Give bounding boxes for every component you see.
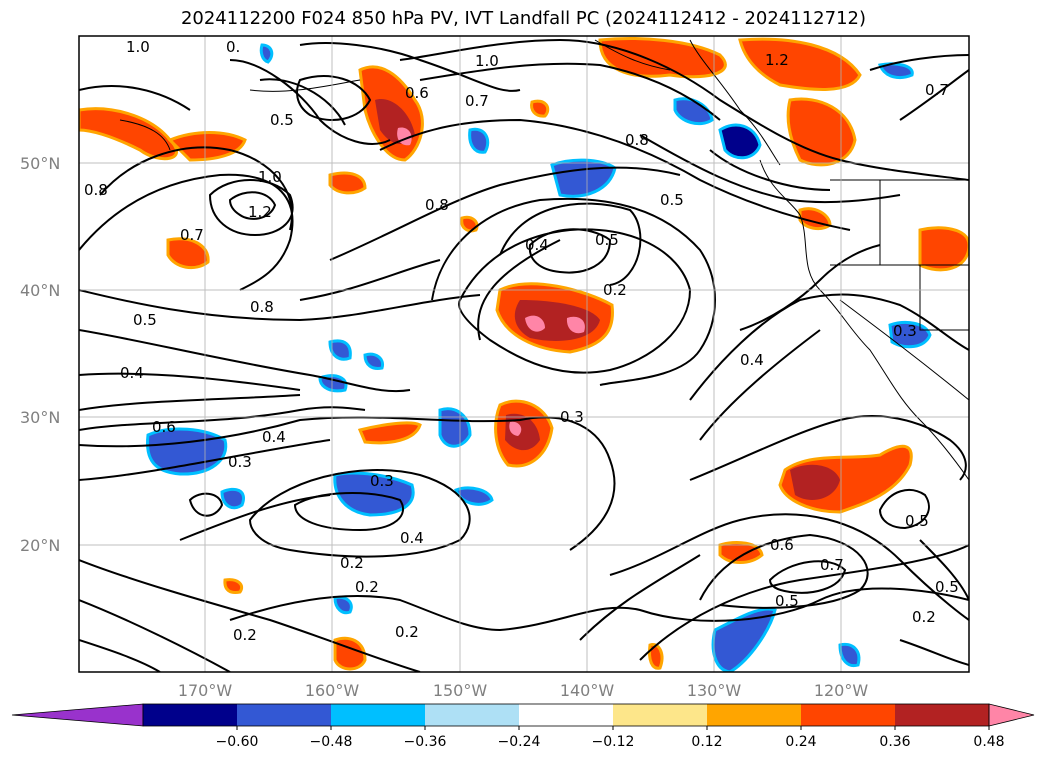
map-title: 2024112200 F024 850 hPa PV, IVT Landfall… <box>180 8 867 29</box>
pv-positive-regions <box>79 37 969 671</box>
contour-label: 0. <box>226 38 240 56</box>
contour-label: 0.2 <box>340 554 364 572</box>
contour-label: 0.4 <box>120 364 144 382</box>
lon-label-120w: 120°W <box>814 681 869 700</box>
colorbar-extend-max <box>988 703 1035 727</box>
lat-label-50n: 50°N <box>20 154 60 173</box>
contour-label: 0.5 <box>133 311 157 329</box>
colorbar-segment <box>707 704 801 726</box>
contour-label: 0.6 <box>405 84 429 102</box>
colorbar-tick-label: 0.24 <box>785 734 816 750</box>
colorbar-segment <box>519 704 613 726</box>
lat-label-30n: 30°N <box>20 408 60 427</box>
lon-label-150w: 150°W <box>433 681 488 700</box>
lat-label-40n: 40°N <box>20 281 60 300</box>
colorbar-segment <box>425 704 519 726</box>
lon-label-130w: 130°W <box>687 681 742 700</box>
contour-label: 0.8 <box>425 196 449 214</box>
colorbar-tick-label: −0.48 <box>310 734 353 750</box>
colorbar-segment <box>613 704 707 726</box>
contour-label: 1.2 <box>765 51 789 69</box>
contour-lines <box>79 38 969 672</box>
contour-label: 0.2 <box>603 281 627 299</box>
contour-label: 0.3 <box>560 408 584 426</box>
contour-label: 0.4 <box>262 428 286 446</box>
colorbar-tick-label: 0.12 <box>691 734 722 750</box>
lon-label-170w: 170°W <box>178 681 233 700</box>
latitude-labels: 50°N 40°N 30°N 20°N <box>20 154 60 555</box>
contour-label: 1.0 <box>258 168 282 186</box>
contour-label: 0.8 <box>84 181 108 199</box>
colorbar-segment <box>801 704 895 726</box>
contour-label: 1.0 <box>475 52 499 70</box>
contour-label: 0.4 <box>400 529 424 547</box>
contour-label: 0.2 <box>355 578 379 596</box>
contour-label: 0.6 <box>152 418 176 436</box>
colorbar-segment <box>895 704 989 726</box>
colorbar-tick-label: 0.48 <box>973 734 1004 750</box>
colorbar-tick-label: −0.36 <box>404 734 447 750</box>
colorbar-outline <box>142 703 990 727</box>
contour-label: 0.3 <box>893 322 917 340</box>
colorbar-tick-label: −0.12 <box>592 734 635 750</box>
colorbar-segment <box>143 704 237 726</box>
contour-label-group: 1.0 0. 1.0 0.7 0.8 0.5 0.6 1.2 0.7 0.5 1… <box>84 38 959 644</box>
contour-label: 0.2 <box>395 623 419 641</box>
colorbar: −0.60 −0.48 −0.36 −0.24 −0.12 0.12 0.24 0.36 0.4… <box>11 703 1035 750</box>
contour-label: 0.5 <box>935 578 959 596</box>
colorbar-segment <box>331 704 425 726</box>
contour-label: 0.7 <box>820 556 844 574</box>
contour-label: 0.8 <box>625 131 649 149</box>
contour-label: 1.0 <box>126 38 150 56</box>
contour-label: 0.4 <box>525 236 549 254</box>
lon-label-160w: 160°W <box>305 681 360 700</box>
contour-label: 0.7 <box>180 226 204 244</box>
longitude-labels: 170°W 160°W 150°W 140°W 130°W 120°W <box>178 681 869 700</box>
contour-label: 0.2 <box>912 608 936 626</box>
contour-label: 0.7 <box>465 92 489 110</box>
lon-label-140w: 140°W <box>560 681 615 700</box>
contour-label: 0.2 <box>233 626 257 644</box>
gridlines <box>79 36 969 672</box>
lat-label-20n: 20°N <box>20 536 60 555</box>
contour-label: 0.5 <box>660 191 684 209</box>
contour-label: 0.5 <box>905 512 929 530</box>
colorbar-segment <box>237 704 331 726</box>
colorbar-extend-min <box>11 703 144 727</box>
contour-label: 0.5 <box>270 111 294 129</box>
contour-label: 0.4 <box>740 351 764 369</box>
contour-label: 0.7 <box>925 81 949 99</box>
coastlines <box>119 39 969 481</box>
contour-label: 1.2 <box>248 203 272 221</box>
contour-label: 0.3 <box>228 453 252 471</box>
pv-negative-regions <box>145 43 932 672</box>
contour-label: 0.5 <box>775 592 799 610</box>
contour-label: 0.8 <box>250 298 274 316</box>
contour-label: 0.3 <box>370 472 394 490</box>
contour-label: 0.5 <box>595 231 619 249</box>
colorbar-tick-label: −0.24 <box>498 734 541 750</box>
colorbar-tick-label: −0.60 <box>216 734 259 750</box>
colorbar-tick-label: 0.36 <box>879 734 910 750</box>
map-border <box>78 35 970 673</box>
contour-label: 0.6 <box>770 536 794 554</box>
